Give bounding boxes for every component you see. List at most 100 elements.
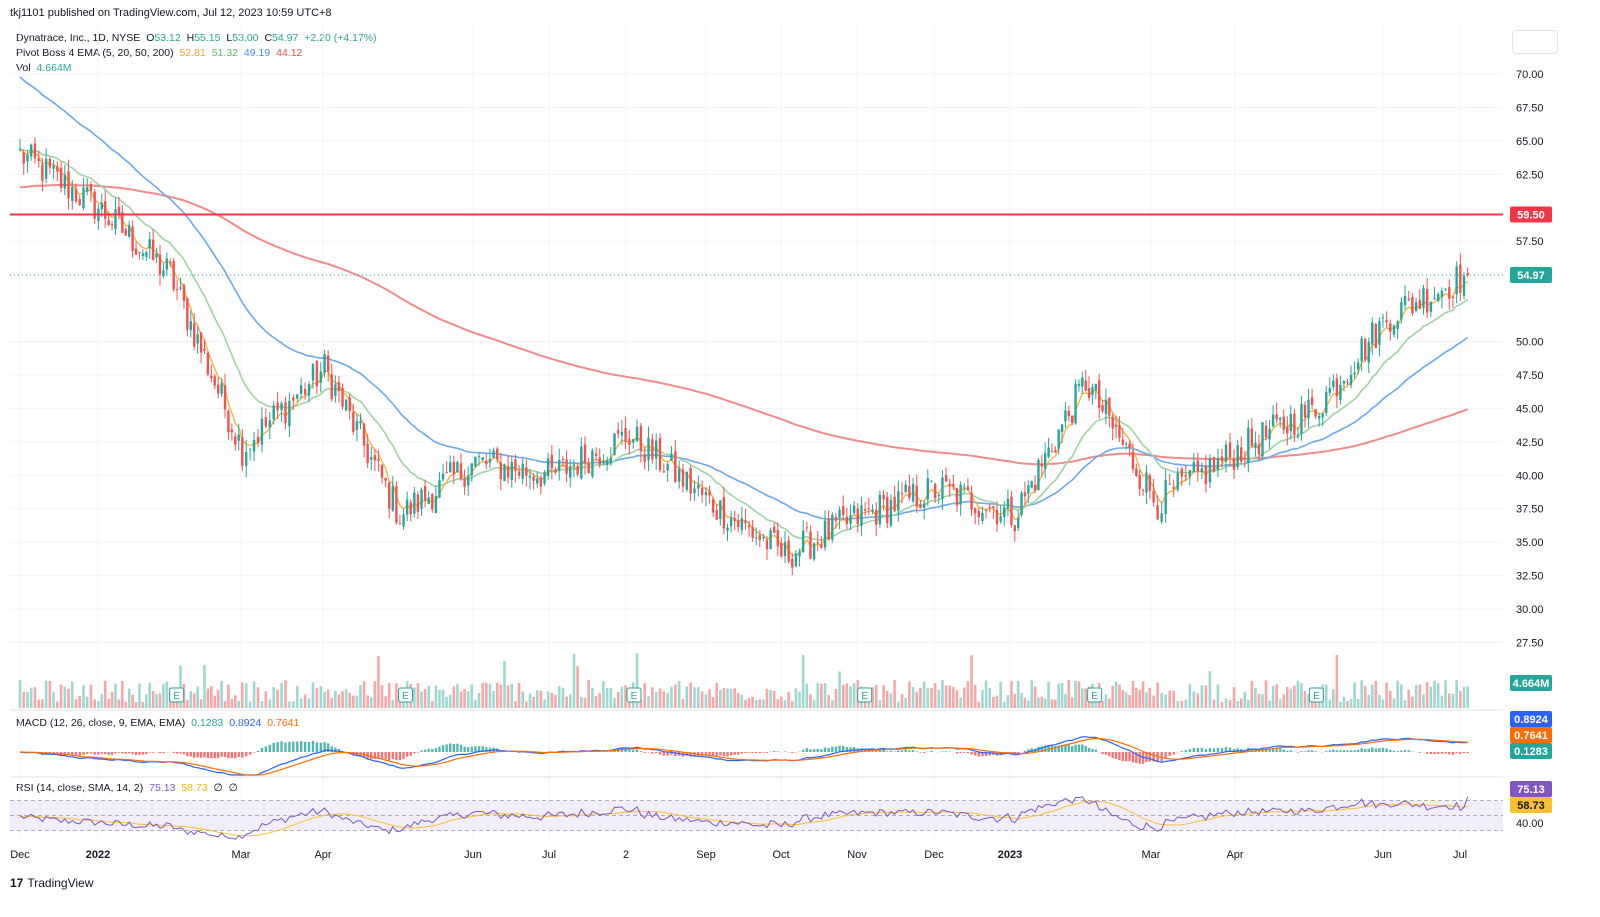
macd-histogram-bar (441, 745, 445, 752)
macd-histogram-bar (334, 747, 337, 752)
candle-body (737, 520, 740, 528)
candle-body (823, 520, 827, 548)
earnings-marker-label: E (1313, 691, 1320, 702)
macd-histogram-bar (234, 752, 237, 759)
macd-histogram-bar (970, 752, 973, 755)
candle-body (1016, 517, 1020, 528)
macd-histogram-bar (1374, 748, 1378, 752)
candle-body (977, 510, 981, 518)
macd-histogram-bar (1346, 750, 1349, 752)
tradingview-logo[interactable]: 17 TradingView (10, 876, 93, 890)
volume-bar (1407, 689, 1411, 708)
macd-histogram-bar (352, 752, 355, 756)
candle-body (791, 558, 794, 568)
macd-histogram-bar (1184, 750, 1187, 752)
volume-bar (348, 692, 352, 708)
macd-histogram-bar (377, 752, 380, 759)
candle-body (206, 353, 210, 375)
volume-bar (459, 691, 463, 708)
volume-bar (1200, 685, 1204, 708)
volume-bar (933, 683, 937, 708)
volume-bar (41, 699, 44, 708)
volume-bar (631, 682, 635, 708)
macd-histogram-bar (525, 752, 528, 753)
volume-bar (1006, 694, 1010, 708)
rsi-ma-tag: 58.73 (1517, 800, 1545, 812)
volume-bar (930, 687, 933, 708)
volume-bar (1104, 694, 1108, 708)
macd-histogram-bar (256, 750, 260, 752)
candle-body (1047, 447, 1050, 457)
volume-bar (1346, 701, 1349, 708)
macd-histogram-bar (348, 752, 351, 754)
macd-histogram-bar (639, 751, 643, 752)
volume-bar (1462, 686, 1466, 708)
macd-histogram-bar (1392, 750, 1396, 752)
macd-histogram-bar (941, 751, 944, 752)
candle-body (852, 505, 856, 513)
volume-bar (1353, 682, 1356, 708)
candle-body (416, 494, 420, 512)
macd-histogram-bar (488, 747, 492, 752)
ema5-path (19, 148, 1469, 557)
macd-histogram-bar (1124, 752, 1128, 762)
candle-body (1342, 381, 1346, 384)
macd-histogram-bar (420, 750, 423, 752)
macd-histogram-bar (613, 749, 616, 752)
candle-body (1448, 287, 1451, 299)
volume-bar (1232, 687, 1236, 708)
volume-bar (233, 695, 237, 708)
candle-body (904, 484, 907, 492)
volume-bar (937, 689, 941, 708)
candle-body (758, 535, 762, 540)
rsi-legend[interactable]: RSI (14, close, SMA, 14, 2) 75.13 58.73 … (16, 782, 241, 794)
volume-bar (780, 696, 783, 708)
volume-bar (697, 686, 700, 708)
macd-histogram-bar (1289, 750, 1293, 752)
candle-body (948, 483, 951, 486)
macd-histogram-bar (1429, 752, 1433, 755)
candle-body (292, 397, 295, 401)
candle-body (1396, 321, 1399, 330)
macd-histogram-bar (431, 749, 434, 752)
volume-bar (922, 681, 926, 708)
candle-body (26, 154, 29, 162)
macd-histogram-bar (1261, 748, 1264, 752)
settings-button[interactable] (1512, 30, 1558, 54)
candle-body (930, 480, 933, 482)
volume-bar (1160, 692, 1163, 708)
candle-body (114, 209, 117, 229)
macd-histogram-bar (1003, 752, 1006, 755)
candle-body (613, 433, 616, 455)
price-tick-label: 47.50 (1516, 370, 1544, 382)
candle-body (733, 518, 736, 522)
symbol-legend[interactable]: Dynatrace, Inc., 1D, NYSE O53.12 H55.15 … (16, 32, 380, 44)
price-tick-label: 37.50 (1516, 504, 1544, 516)
volume-bar (594, 696, 598, 708)
volume-bar (973, 684, 977, 708)
candle-body (926, 478, 930, 500)
candle-body (456, 462, 459, 473)
candle-body (1084, 380, 1087, 391)
macd-histogram-bar (919, 752, 922, 753)
volume-bar (311, 682, 315, 708)
volume-bar (1310, 701, 1314, 708)
candle-body (1367, 342, 1370, 363)
macd-histogram-bar (1232, 748, 1236, 752)
volume-bar (492, 690, 495, 708)
volume-bar (550, 692, 554, 708)
candle-body (330, 374, 333, 400)
volume-bar (662, 691, 666, 708)
macd-legend[interactable]: MACD (12, 26, close, 9, EMA, EMA) 0.1283… (16, 717, 302, 729)
volume-bar (366, 695, 369, 708)
vol-legend[interactable]: Vol 4.664M (16, 62, 75, 74)
macd-histogram-bar (805, 748, 809, 752)
candle-body (900, 493, 904, 495)
volume-bar (729, 688, 733, 708)
ema-legend[interactable]: Pivot Boss 4 EMA (5, 20, 50, 200) 52.81 … (16, 47, 305, 59)
volume-bar (765, 688, 769, 708)
candle-body (1371, 322, 1374, 345)
macd-histogram-bar (776, 751, 779, 752)
candle-body (849, 515, 852, 524)
macd-histogram-bar (1050, 745, 1054, 752)
